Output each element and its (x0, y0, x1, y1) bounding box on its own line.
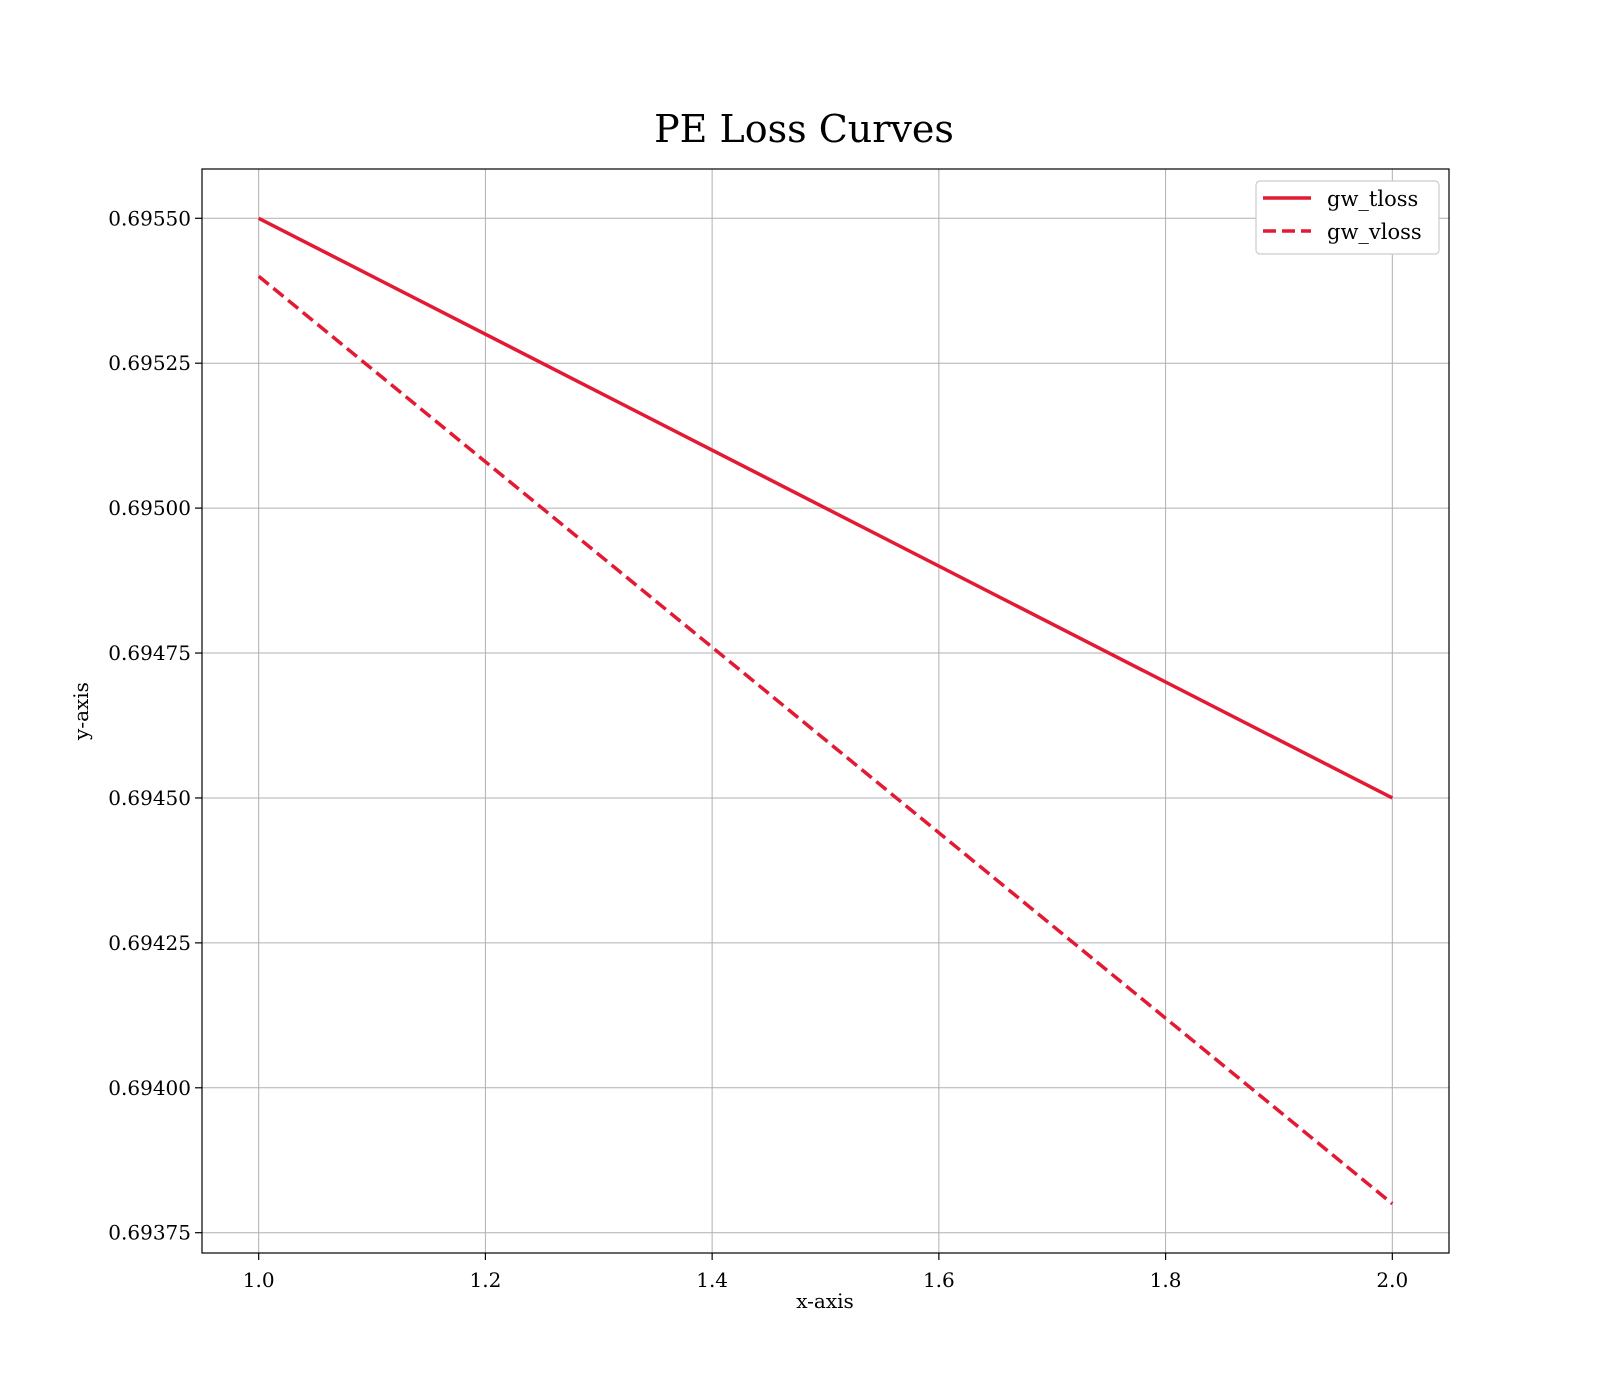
legend-label-gw-vloss: gw_vloss (1327, 220, 1422, 244)
series-line-gw-tloss (257, 216, 1394, 800)
chart-title: PE Loss Curves (654, 107, 954, 151)
x-tick-label: 1.0 (243, 1268, 275, 1292)
y-tick-label: 0.69550 (108, 206, 191, 230)
legend-label-gw-tloss: gw_tloss (1327, 187, 1418, 211)
x-tick-label: 1.6 (923, 1268, 955, 1292)
series-line-gw-vloss (257, 274, 1394, 1206)
plot-frame (201, 168, 1450, 1254)
y-tick-label: 0.69400 (108, 1076, 191, 1100)
series-lines (257, 216, 1394, 1206)
y-tick-label: 0.69525 (108, 351, 191, 375)
x-tick-label: 1.2 (470, 1268, 502, 1292)
chart-legend: gw_tloss gw_vloss (1255, 180, 1440, 255)
y-axis-label: y-axis (69, 682, 93, 741)
y-tick-label: 0.69425 (108, 931, 191, 955)
x-axis-label: x-axis (796, 1289, 854, 1313)
axis-ticks (195, 217, 1393, 1260)
grid-lines (202, 169, 1449, 1253)
y-tick-label: 0.69375 (108, 1221, 191, 1245)
y-tick-label: 0.69450 (108, 786, 191, 810)
x-tick-label: 1.4 (696, 1268, 728, 1292)
y-tick-label: 0.69475 (108, 641, 191, 665)
x-tick-label: 1.8 (1150, 1268, 1182, 1292)
y-tick-label: 0.69500 (108, 496, 191, 520)
x-tick-label: 2.0 (1376, 1268, 1408, 1292)
axis-tick-labels: 1.0 1.2 1.4 1.6 1.8 2.0 0.69375 0.69400 0.69425 0… (108, 206, 1408, 1292)
